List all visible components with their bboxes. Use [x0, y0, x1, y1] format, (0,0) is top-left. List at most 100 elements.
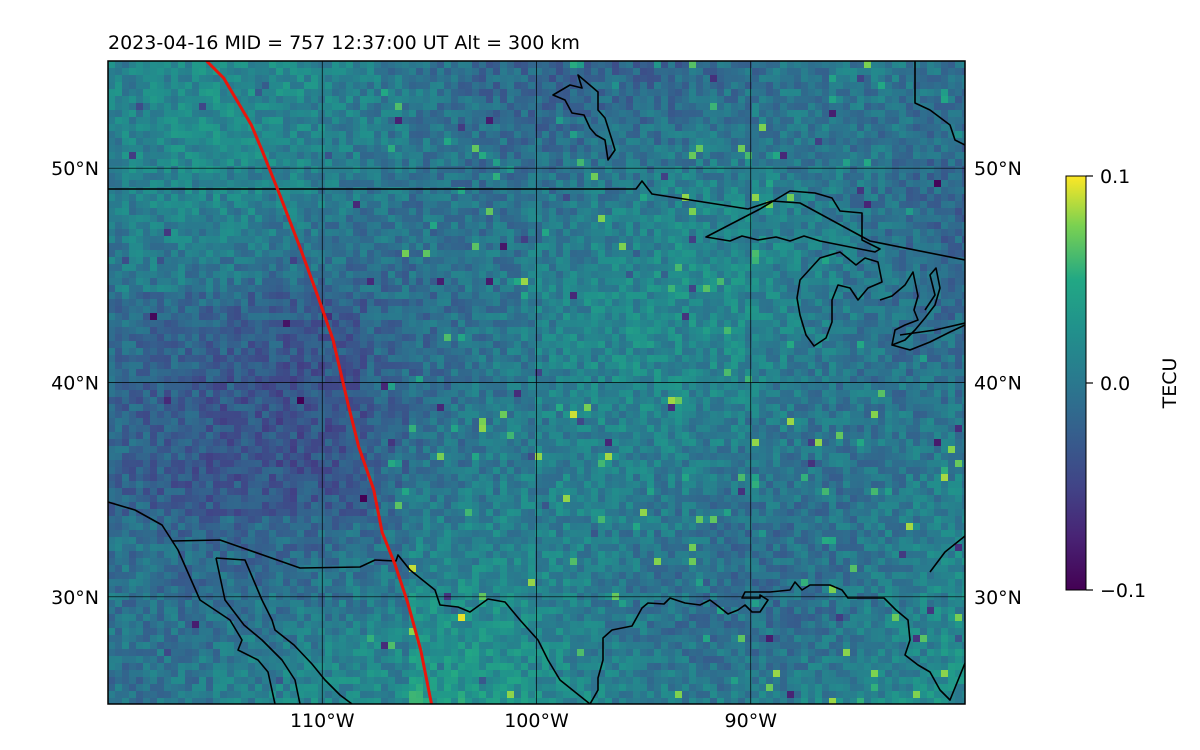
heatmap-cell	[129, 250, 137, 258]
heatmap-cell	[591, 180, 599, 188]
heatmap-cell	[486, 117, 494, 125]
heatmap-cell	[570, 271, 578, 279]
heatmap-cell	[815, 313, 823, 321]
heatmap-cell	[157, 215, 165, 223]
heatmap-cell	[486, 124, 494, 132]
heatmap-cell	[836, 236, 844, 244]
heatmap-cell	[927, 229, 935, 237]
heatmap-cell	[136, 173, 144, 181]
heatmap-cell	[325, 166, 333, 174]
heatmap-cell	[388, 110, 396, 118]
heatmap-cell	[185, 61, 193, 69]
heatmap-cell	[192, 341, 200, 349]
heatmap-cell	[619, 250, 627, 258]
heatmap-cell	[479, 138, 487, 146]
heatmap-cell	[304, 292, 312, 300]
heatmap-cell	[458, 299, 466, 307]
heatmap-cell	[129, 145, 137, 153]
heatmap-cell	[465, 89, 473, 97]
heatmap-cell	[787, 215, 795, 223]
heatmap-cell	[871, 271, 879, 279]
heatmap-cell	[668, 299, 676, 307]
heatmap-cell	[605, 187, 613, 195]
heatmap-cell	[556, 327, 564, 335]
heatmap-cell	[339, 264, 347, 272]
heatmap-cell	[192, 271, 200, 279]
heatmap-cell	[808, 138, 816, 146]
heatmap-cell	[283, 257, 291, 265]
heatmap-cell	[395, 173, 403, 181]
heatmap-cell	[157, 341, 165, 349]
heatmap-cell	[157, 166, 165, 174]
heatmap-cell	[766, 159, 774, 167]
heatmap-cell	[773, 110, 781, 118]
heatmap-cell	[164, 271, 172, 279]
heatmap-cell	[423, 173, 431, 181]
heatmap-cell	[780, 117, 788, 125]
heatmap-cell	[241, 145, 249, 153]
heatmap-cell	[668, 243, 676, 251]
heatmap-cell	[682, 68, 690, 76]
heatmap-cell	[129, 313, 137, 321]
heatmap-cell	[318, 243, 326, 251]
heatmap-cell	[822, 257, 830, 265]
heatmap-cell	[829, 187, 837, 195]
heatmap-cell	[773, 229, 781, 237]
heatmap-cell	[773, 173, 781, 181]
heatmap-cell	[472, 96, 480, 104]
heatmap-cell	[920, 187, 928, 195]
heatmap-cell	[136, 313, 144, 321]
heatmap-cell	[108, 222, 116, 230]
heatmap-cell	[759, 187, 767, 195]
heatmap-cell	[451, 292, 459, 300]
heatmap-cell	[591, 292, 599, 300]
heatmap-cell	[801, 208, 809, 216]
heatmap-cell	[437, 103, 445, 111]
heatmap-cell	[626, 124, 634, 132]
heatmap-cell	[304, 187, 312, 195]
heatmap-cell	[318, 117, 326, 125]
heatmap-cell	[297, 180, 305, 188]
heatmap-cell	[192, 166, 200, 174]
heatmap-cell	[346, 138, 354, 146]
heatmap-cell	[276, 257, 284, 265]
heatmap-cell	[360, 306, 368, 314]
heatmap-cell	[808, 222, 816, 230]
heatmap-cell	[115, 96, 123, 104]
heatmap-cell	[906, 117, 914, 125]
heatmap-cell	[346, 229, 354, 237]
heatmap-cell	[535, 180, 543, 188]
heatmap-cell	[941, 271, 949, 279]
heatmap-cell	[717, 89, 725, 97]
heatmap-cell	[654, 138, 662, 146]
heatmap-cell	[234, 285, 242, 293]
heatmap-cell	[227, 103, 235, 111]
heatmap-cell	[675, 271, 683, 279]
heatmap-cell	[535, 110, 543, 118]
heatmap-cell	[598, 173, 606, 181]
heatmap-cell	[857, 285, 865, 293]
heatmap-cell	[668, 229, 676, 237]
heatmap-cell	[437, 271, 445, 279]
heatmap-cell	[647, 257, 655, 265]
heatmap-cell	[759, 124, 767, 132]
heatmap-cell	[822, 299, 830, 307]
heatmap-cell	[640, 117, 648, 125]
heatmap-cell	[367, 327, 375, 335]
heatmap-cell	[192, 117, 200, 125]
heatmap-cell	[367, 215, 375, 223]
heatmap-cell	[731, 152, 739, 160]
heatmap-cell	[423, 250, 431, 258]
heatmap-cell	[255, 236, 263, 244]
heatmap-cell	[703, 75, 711, 83]
heatmap-cell	[787, 299, 795, 307]
heatmap-cell	[878, 327, 886, 335]
heatmap-cell	[920, 89, 928, 97]
heatmap-cell	[696, 131, 704, 139]
heatmap-cell	[437, 250, 445, 258]
heatmap-cell	[451, 236, 459, 244]
heatmap-cell	[703, 327, 711, 335]
heatmap-cell	[556, 166, 564, 174]
heatmap-cell	[570, 299, 578, 307]
heatmap-cell	[535, 306, 543, 314]
